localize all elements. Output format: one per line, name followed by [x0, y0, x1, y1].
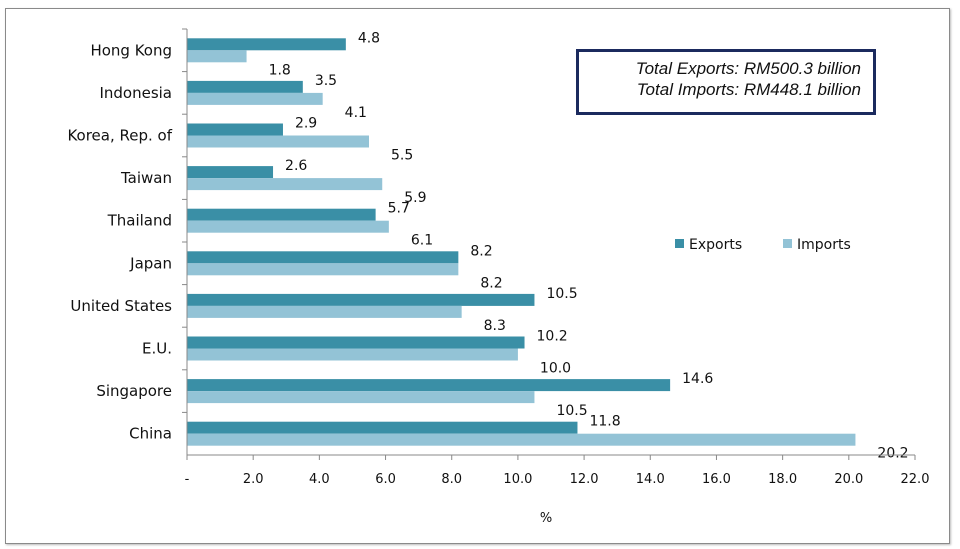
bar-imports [187, 178, 383, 191]
category-label: Thailand [107, 212, 172, 230]
bar-exports [187, 80, 303, 93]
bar-imports [187, 348, 518, 361]
bar-imports [187, 305, 462, 318]
totals-annotation-box: Total Exports: RM500.3 billion Total Imp… [576, 49, 876, 115]
bar-exports [187, 166, 274, 179]
category-label: Singapore [96, 382, 172, 400]
category-label: Indonesia [99, 84, 172, 102]
data-label-imports: 8.2 [480, 275, 502, 291]
total-imports-text: Total Imports: RM448.1 billion [636, 80, 861, 99]
bar-imports [187, 135, 369, 148]
data-label-exports: 11.8 [589, 414, 620, 430]
category-label: Hong Kong [90, 41, 172, 59]
x-tick-label: 10.0 [503, 472, 532, 487]
data-label-exports: 14.6 [682, 371, 713, 387]
bar-exports [187, 38, 346, 51]
category-label: Korea, Rep. of [67, 127, 172, 145]
x-tick-label: 8.0 [441, 472, 462, 487]
category-label: Japan [129, 254, 172, 272]
data-label-exports: 5.7 [388, 201, 410, 217]
x-tick-label: 2.0 [243, 472, 264, 487]
bar-imports [187, 92, 323, 105]
total-exports-text: Total Exports: RM500.3 billion [635, 59, 861, 78]
data-label-exports: 3.5 [315, 73, 337, 89]
data-label-imports: 10.5 [556, 403, 587, 419]
category-label: China [129, 425, 172, 443]
bar-exports [187, 123, 283, 136]
legend-label-imports: Imports [797, 237, 851, 253]
x-tick-label: - [185, 472, 190, 487]
category-label: E.U. [142, 340, 172, 358]
data-label-exports: 2.6 [285, 158, 307, 174]
data-label-imports: 10.0 [540, 361, 571, 377]
legend-swatch-exports [675, 239, 684, 248]
data-label-exports: 10.5 [546, 286, 577, 302]
data-label-imports: 8.3 [484, 318, 506, 334]
legend-label-exports: Exports [689, 237, 742, 253]
x-tick-label: 14.0 [636, 472, 665, 487]
bar-exports [187, 208, 376, 221]
legend-swatch-imports [783, 239, 792, 248]
bar-exports [187, 251, 459, 264]
bar-imports [187, 263, 459, 276]
data-label-imports: 4.1 [345, 105, 367, 121]
bar-exports [187, 421, 578, 434]
data-label-exports: 8.2 [470, 243, 492, 259]
data-label-imports: 5.9 [404, 190, 426, 206]
bar-exports [187, 379, 671, 392]
bar-imports [187, 391, 535, 404]
x-tick-label: 22.0 [901, 472, 930, 487]
x-tick-label: 12.0 [570, 472, 599, 487]
data-label-imports: 5.5 [391, 148, 413, 164]
data-label-exports: 2.9 [295, 116, 317, 132]
category-label: Taiwan [120, 169, 172, 187]
x-tick-label: 18.0 [768, 472, 797, 487]
bar-imports [187, 50, 247, 63]
bar-imports [187, 433, 856, 446]
x-tick-label: 20.0 [834, 472, 863, 487]
data-label-exports: 4.8 [358, 30, 380, 46]
bar-imports [187, 220, 389, 233]
data-label-imports: 1.8 [269, 62, 291, 78]
data-label-imports: 20.2 [877, 446, 908, 462]
x-tick-label: 4.0 [309, 472, 330, 487]
x-tick-label: 16.0 [702, 472, 731, 487]
bar-exports [187, 293, 535, 306]
x-axis-title: % [540, 511, 552, 526]
data-label-imports: 6.1 [411, 233, 433, 249]
x-tick-label: 6.0 [375, 472, 396, 487]
data-label-exports: 10.2 [537, 329, 568, 345]
category-label: United States [70, 297, 172, 315]
bar-exports [187, 336, 525, 349]
